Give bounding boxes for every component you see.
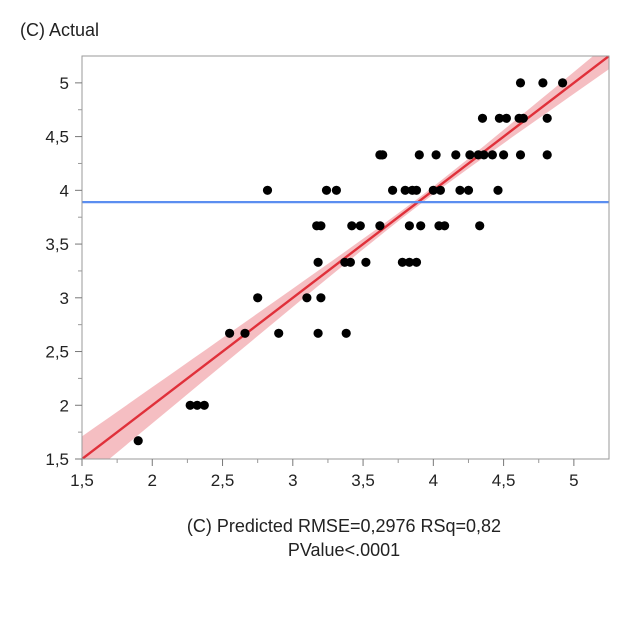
data-point — [414, 150, 424, 160]
y-tick-label: 2 — [60, 396, 69, 415]
data-point — [518, 113, 528, 123]
data-point — [316, 293, 326, 303]
x-tick-label: 4,5 — [492, 471, 516, 490]
fit-statistics-pvalue: PValue<.0001 — [288, 540, 400, 560]
data-point — [501, 113, 511, 123]
data-point — [542, 150, 552, 160]
data-point — [431, 150, 441, 160]
data-point — [411, 185, 422, 195]
data-point — [465, 150, 475, 160]
data-point — [538, 78, 548, 88]
data-point — [302, 293, 312, 303]
data-point — [428, 185, 438, 195]
data-point — [515, 78, 526, 88]
data-point — [494, 113, 504, 123]
data-point — [463, 185, 474, 195]
y-tick-label: 2,5 — [45, 343, 69, 362]
x-tick-label: 3 — [288, 471, 297, 490]
data-point — [487, 150, 497, 160]
y-tick-label: 1,5 — [45, 450, 69, 469]
data-point — [313, 257, 323, 267]
data-point — [321, 185, 332, 195]
y-tick-label: 4 — [60, 181, 69, 200]
data-point — [345, 257, 355, 267]
data-point — [558, 78, 568, 88]
data-point — [493, 185, 503, 195]
y-axis-title: (C) Actual — [20, 20, 99, 40]
y-tick-label: 4,5 — [45, 128, 69, 147]
x-tick-label: 1,5 — [70, 471, 94, 490]
data-point — [133, 436, 143, 446]
fit-line — [82, 56, 609, 459]
data-point — [515, 150, 526, 160]
data-point — [192, 400, 202, 410]
data-point — [199, 400, 209, 410]
x-tick-label: 4 — [429, 471, 438, 490]
data-point — [185, 400, 195, 410]
data-point — [361, 257, 371, 267]
plot-frame — [81, 55, 610, 460]
data-point — [341, 328, 351, 338]
data-point — [225, 328, 235, 338]
x-tick-label: 2,5 — [211, 471, 235, 490]
plot-area — [81, 55, 610, 460]
data-point — [378, 150, 388, 160]
data-point — [262, 185, 273, 195]
y-tick-label: 3 — [60, 289, 69, 308]
data-point — [479, 150, 489, 160]
y-tick-label: 5 — [60, 74, 69, 93]
data-point — [347, 221, 357, 231]
data-point — [451, 150, 461, 160]
data-point — [542, 113, 552, 123]
data-point — [400, 185, 410, 195]
x-tick-label: 2 — [148, 471, 157, 490]
x-axis-ticks: 1,5 2 2,5 3 3,5 4 4,5 5 — [70, 459, 579, 490]
data-point — [253, 293, 263, 303]
data-point — [388, 185, 398, 195]
data-point — [375, 221, 385, 231]
data-point — [404, 221, 414, 231]
x-tick-label: 5 — [569, 471, 578, 490]
data-point — [499, 150, 509, 160]
data-point — [475, 221, 485, 231]
x-tick-label: 3,5 — [351, 471, 375, 490]
y-axis-ticks: 1,5 2 2,5 3 3,5 4 4,5 5 — [45, 74, 82, 469]
data-point — [455, 185, 465, 195]
data-point — [313, 328, 323, 338]
data-point — [316, 221, 326, 231]
data-point — [355, 221, 365, 231]
data-point — [397, 257, 407, 267]
data-point — [274, 328, 284, 338]
y-tick-label: 3,5 — [45, 235, 69, 254]
data-point — [404, 257, 414, 267]
data-point — [240, 328, 250, 338]
data-point — [416, 221, 426, 231]
data-point — [411, 257, 422, 267]
data-point — [331, 185, 341, 195]
data-point — [440, 221, 450, 231]
data-point — [477, 113, 488, 123]
data-point — [435, 185, 445, 195]
x-axis-title: (C) Predicted RMSE=0,2976 RSq=0,82 — [187, 516, 501, 536]
